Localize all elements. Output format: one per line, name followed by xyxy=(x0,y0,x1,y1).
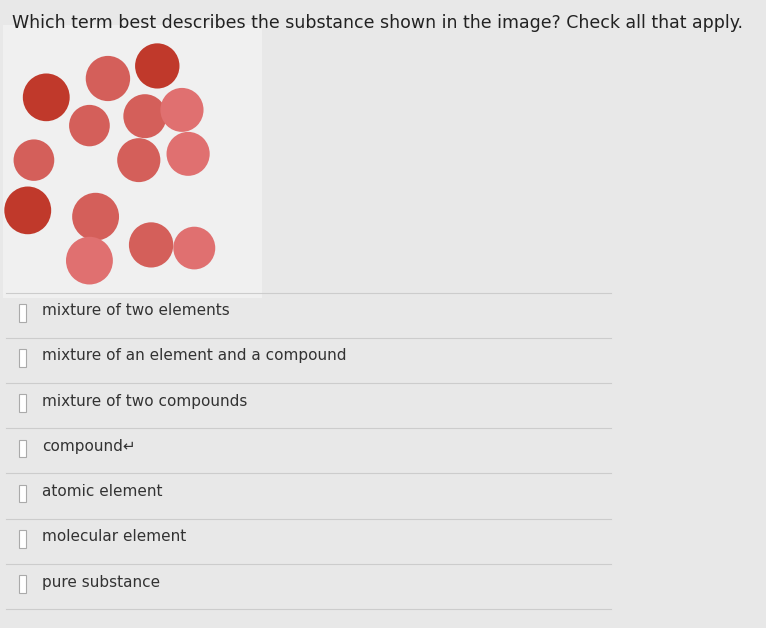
Circle shape xyxy=(135,43,179,89)
Circle shape xyxy=(72,193,119,241)
Circle shape xyxy=(69,105,110,146)
Circle shape xyxy=(173,227,215,269)
Text: molecular element: molecular element xyxy=(42,529,186,544)
Circle shape xyxy=(123,94,166,138)
Text: mixture of two elements: mixture of two elements xyxy=(42,303,230,318)
Text: pure substance: pure substance xyxy=(42,575,160,590)
Circle shape xyxy=(160,88,204,132)
FancyBboxPatch shape xyxy=(18,349,26,367)
Circle shape xyxy=(86,56,130,101)
Text: atomic element: atomic element xyxy=(42,484,162,499)
Circle shape xyxy=(5,187,51,234)
FancyBboxPatch shape xyxy=(18,485,26,502)
Text: mixture of two compounds: mixture of two compounds xyxy=(42,394,247,409)
FancyBboxPatch shape xyxy=(18,304,26,322)
FancyBboxPatch shape xyxy=(18,575,26,593)
Circle shape xyxy=(23,73,70,121)
Circle shape xyxy=(66,237,113,284)
FancyBboxPatch shape xyxy=(18,530,26,548)
Circle shape xyxy=(14,139,54,181)
FancyBboxPatch shape xyxy=(18,394,26,412)
Circle shape xyxy=(166,132,210,176)
Text: Which term best describes the substance shown in the image? Check all that apply: Which term best describes the substance … xyxy=(12,14,743,32)
Text: compound↵: compound↵ xyxy=(42,439,136,454)
Circle shape xyxy=(129,222,173,268)
Text: mixture of an element and a compound: mixture of an element and a compound xyxy=(42,349,346,364)
FancyBboxPatch shape xyxy=(3,25,262,298)
Circle shape xyxy=(117,138,160,182)
FancyBboxPatch shape xyxy=(18,440,26,457)
